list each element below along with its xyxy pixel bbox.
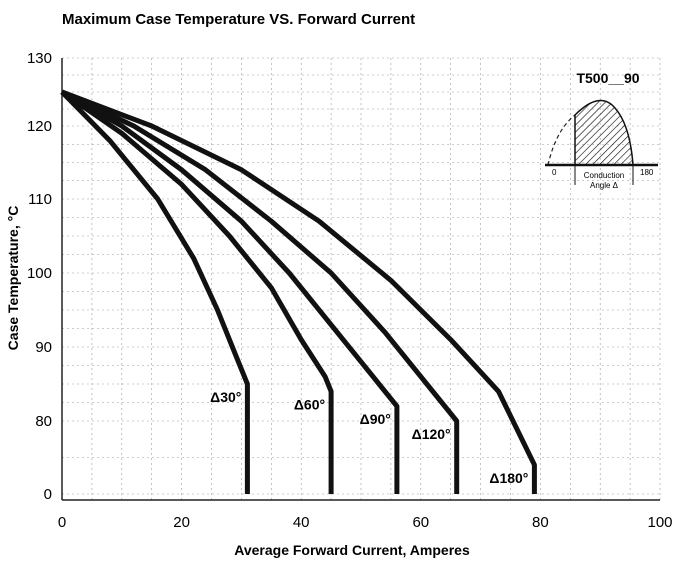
series-labels: Δ30° Δ60° Δ90° Δ120° Δ180°: [210, 389, 528, 486]
conduction-angle-inset: T500__90 0 180 Conduction Angle Δ: [545, 70, 658, 190]
waveform-conduction-area: [574, 99, 634, 166]
x-tick-label: 20: [173, 514, 190, 531]
series-label: Δ60°: [294, 396, 325, 412]
y-tick-label: 90: [35, 339, 52, 356]
series-curve: [60, 89, 460, 494]
x-tick-label: 60: [412, 514, 429, 531]
part-number: T500__90: [576, 70, 639, 86]
series-curve: [60, 90, 250, 494]
x-tick-label: 0: [58, 514, 66, 531]
series-curve: [60, 89, 400, 494]
x-axis-label: Average Forward Current, Amperes: [234, 542, 470, 558]
inset-angle-label: Angle Δ: [590, 181, 619, 190]
y-tick-labels: 130 120 110 100 90 80 0: [27, 50, 52, 503]
series-label: Δ180°: [489, 470, 528, 486]
series-label: Δ120°: [412, 426, 451, 442]
series-label: Δ90°: [360, 411, 391, 427]
y-axis-label: Case Temperature, °C: [5, 206, 21, 351]
waveform-dashed-lead: [547, 114, 576, 166]
series-curve: [60, 89, 334, 494]
y-tick-label: 80: [35, 413, 52, 430]
y-tick-label: 130: [27, 50, 52, 67]
y-tick-label: 0: [44, 486, 52, 503]
y-tick-label: 110: [28, 191, 52, 208]
x-tick-labels: 0 20 40 60 80 100: [58, 514, 673, 531]
x-tick-label: 40: [293, 514, 310, 531]
chart-title: Maximum Case Temperature VS. Forward Cur…: [62, 11, 415, 28]
series-label: Δ30°: [210, 389, 241, 405]
x-tick-label: 80: [532, 514, 549, 531]
inset-start-label: 0: [552, 168, 557, 177]
y-tick-label: 120: [27, 118, 52, 135]
x-tick-label: 100: [647, 514, 672, 531]
inset-conduction-label: Conduction: [584, 171, 624, 180]
axes: [61, 58, 660, 501]
series-curves: [60, 89, 537, 494]
series-curve: [61, 89, 537, 494]
grid: [61, 57, 661, 500]
y-tick-label: 100: [27, 265, 52, 282]
inset-end-label: 180: [640, 168, 654, 177]
